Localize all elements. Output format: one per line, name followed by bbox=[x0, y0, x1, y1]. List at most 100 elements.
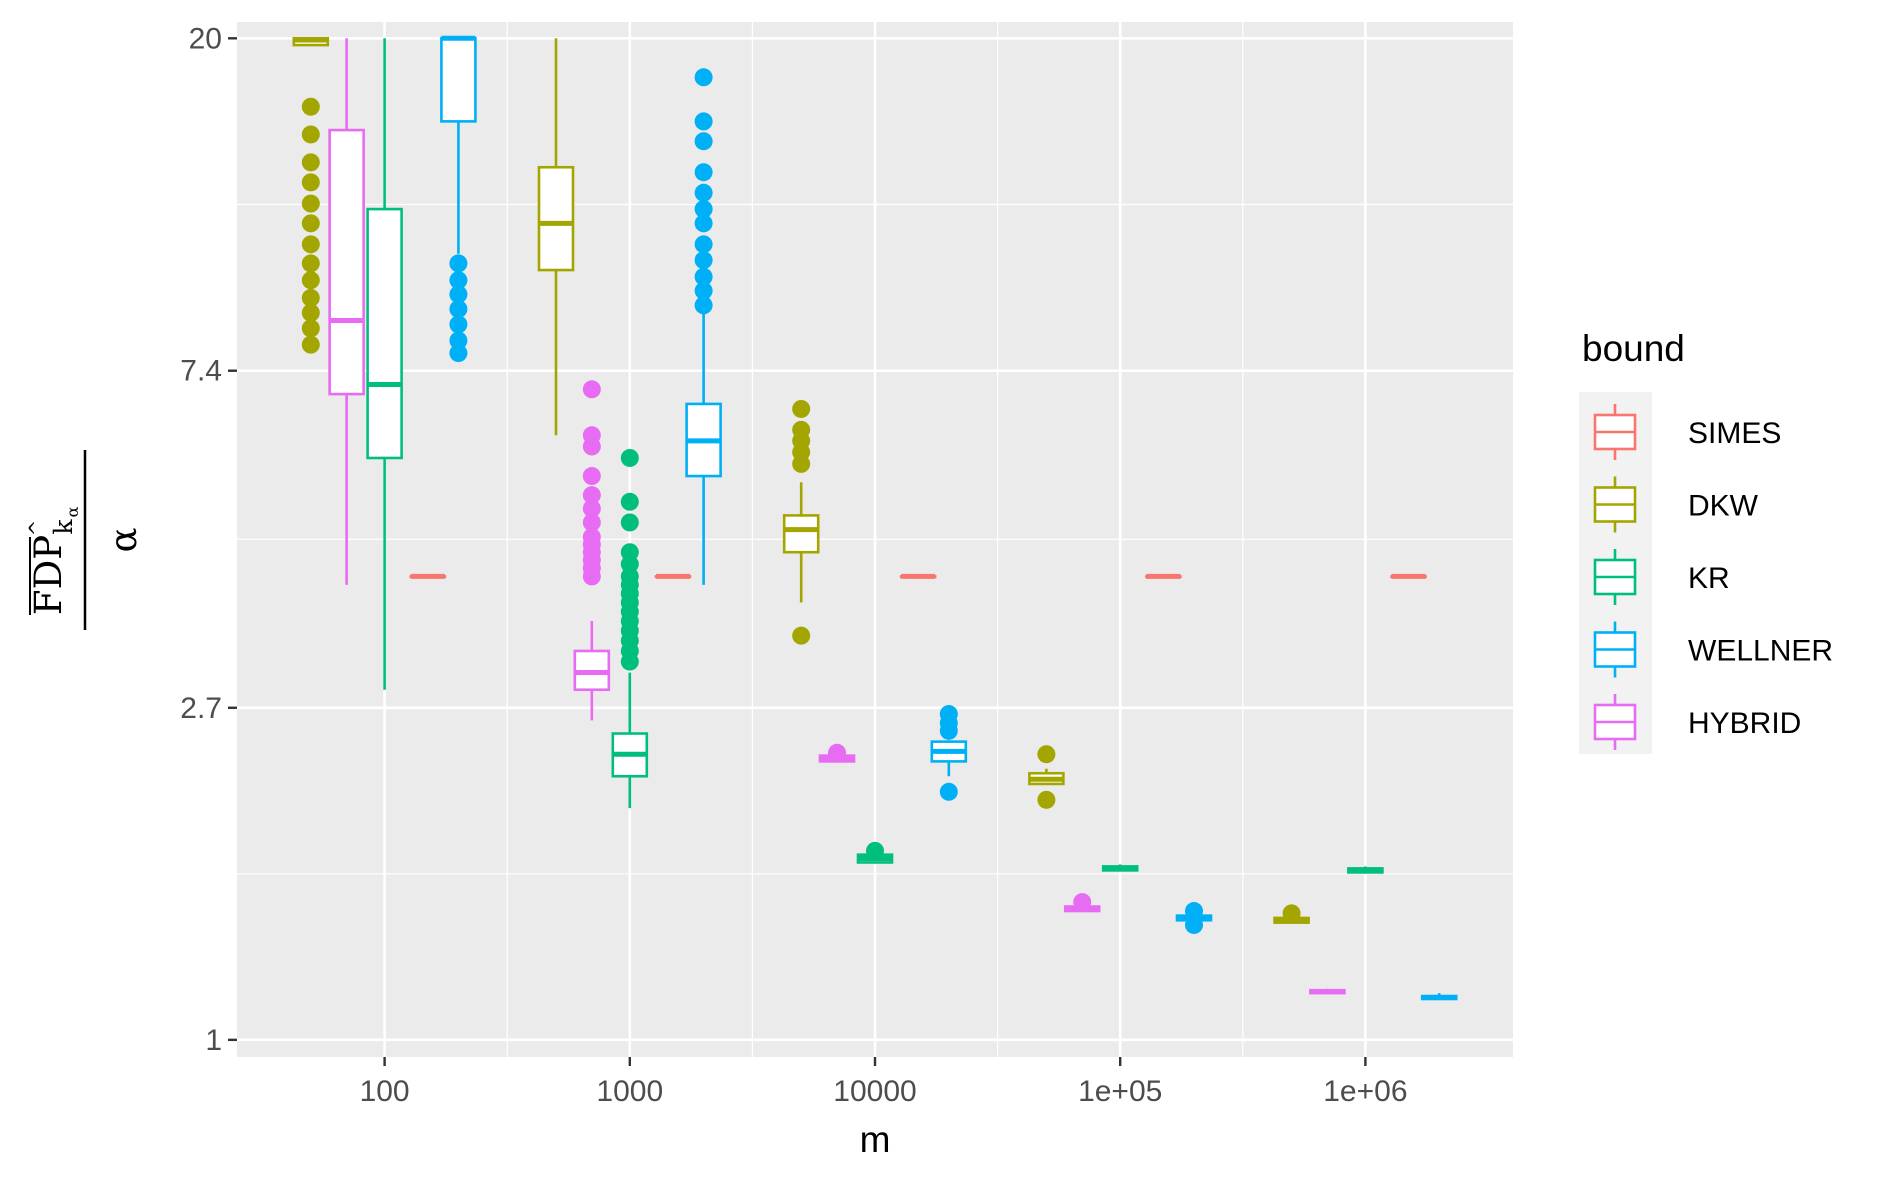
outlier-point bbox=[694, 68, 713, 87]
outlier-point bbox=[620, 492, 639, 511]
outlier-point bbox=[449, 331, 468, 350]
legend-label: DKW bbox=[1688, 490, 1759, 523]
x-tick-label: 1e+05 bbox=[1078, 1075, 1162, 1108]
boxplot bbox=[1101, 864, 1139, 872]
y-tick-label: 2.7 bbox=[180, 692, 222, 725]
outlier-point bbox=[828, 743, 847, 762]
outlier-point bbox=[792, 399, 811, 418]
outlier-point bbox=[620, 652, 639, 671]
plot-marks bbox=[292, 35, 1458, 1001]
outlier-point bbox=[1037, 790, 1056, 809]
series-wellner bbox=[440, 35, 1458, 1001]
outlier-point bbox=[449, 254, 468, 273]
outlier-point bbox=[301, 303, 320, 322]
boxplot bbox=[440, 35, 477, 363]
box bbox=[782, 514, 820, 554]
boxplot bbox=[1309, 988, 1346, 995]
legend-label: HYBRID bbox=[1688, 707, 1801, 740]
boxplot bbox=[1390, 573, 1427, 579]
outlier-point bbox=[1073, 893, 1092, 912]
legend-title: bound bbox=[1582, 328, 1685, 369]
box bbox=[537, 165, 575, 272]
outlier-point bbox=[620, 448, 639, 467]
legend-item-simes: SIMES bbox=[1593, 404, 1781, 460]
x-tick-label: 100 bbox=[360, 1075, 410, 1108]
outlier-point bbox=[1282, 904, 1301, 923]
y-title-hat: ^ bbox=[24, 520, 48, 537]
outlier-point bbox=[694, 132, 713, 151]
legend-item-hybrid: HYBRID bbox=[1593, 694, 1801, 750]
box bbox=[366, 207, 403, 460]
boxplot bbox=[782, 399, 820, 645]
outlier-point bbox=[694, 296, 713, 315]
legend-label: KR bbox=[1688, 562, 1730, 595]
boxplot bbox=[292, 37, 330, 354]
boxplot bbox=[537, 38, 575, 436]
outlier-point bbox=[582, 567, 601, 586]
series-dkw bbox=[292, 37, 1310, 924]
y-tick-label: 7.4 bbox=[180, 355, 222, 388]
boxplot bbox=[1420, 993, 1458, 1001]
outlier-point bbox=[301, 254, 320, 273]
outlier-point bbox=[694, 214, 713, 233]
outlier-point bbox=[694, 235, 713, 254]
boxplot bbox=[899, 573, 937, 579]
boxplot bbox=[1175, 902, 1213, 934]
outlier-point bbox=[301, 214, 320, 233]
legend-item-wellner: WELLNER bbox=[1593, 621, 1833, 678]
series-kr bbox=[366, 38, 1384, 874]
x-axis-title: m bbox=[860, 1119, 891, 1160]
outlier-point bbox=[1037, 745, 1056, 764]
boxplot bbox=[654, 573, 692, 579]
box bbox=[328, 128, 365, 396]
outlier-point bbox=[939, 721, 958, 740]
legend-item-kr: KR bbox=[1593, 549, 1730, 605]
y-title-subscript: k bbox=[49, 519, 78, 535]
outlier-point bbox=[449, 271, 468, 290]
boxplot bbox=[1063, 893, 1101, 913]
boxplot bbox=[366, 38, 403, 690]
outlier-point bbox=[301, 235, 320, 254]
outlier-point bbox=[301, 97, 320, 116]
outlier-point bbox=[939, 782, 958, 801]
outlier-point bbox=[449, 285, 468, 304]
outlier-point bbox=[694, 183, 713, 202]
boxplot bbox=[1273, 904, 1310, 924]
outlier-point bbox=[301, 125, 320, 144]
y-tick-label: 20 bbox=[189, 22, 222, 55]
outlier-point bbox=[449, 300, 468, 319]
y-axis-title: FDP ^ k α α bbox=[24, 450, 145, 630]
outlier-point bbox=[582, 486, 601, 505]
boxplot bbox=[856, 841, 894, 864]
outlier-point bbox=[1185, 915, 1204, 934]
y-title-subsubscript: α bbox=[63, 506, 82, 517]
outlier-point bbox=[694, 251, 713, 270]
outlier-point bbox=[1185, 902, 1204, 921]
outlier-point bbox=[582, 513, 601, 532]
boxplot bbox=[1145, 573, 1182, 579]
outlier-point bbox=[301, 288, 320, 307]
x-tick-label: 10000 bbox=[833, 1075, 916, 1108]
series-hybrid bbox=[328, 38, 1346, 995]
outlier-point bbox=[694, 267, 713, 286]
outlier-point bbox=[620, 513, 639, 532]
x-tick-label: 1e+06 bbox=[1323, 1075, 1407, 1108]
boxplot bbox=[573, 380, 611, 721]
outlier-point bbox=[449, 315, 468, 334]
outlier-point bbox=[582, 380, 601, 399]
y-title-denominator: α bbox=[102, 528, 145, 553]
boxplot bbox=[409, 573, 447, 579]
legend-item-dkw: DKW bbox=[1593, 476, 1759, 533]
y-title-numerator: FDP bbox=[27, 535, 70, 615]
boxplot bbox=[1028, 745, 1065, 809]
boxplot bbox=[930, 705, 968, 801]
outlier-point bbox=[866, 841, 884, 860]
grid bbox=[237, 22, 1513, 1057]
y-axis: 1 2.7 7.4 20 bbox=[180, 22, 237, 1057]
outlier-point bbox=[301, 173, 320, 192]
outlier-point bbox=[301, 335, 320, 354]
outlier-point bbox=[582, 467, 601, 486]
outlier-point bbox=[582, 499, 601, 518]
series-simes bbox=[409, 573, 1427, 579]
